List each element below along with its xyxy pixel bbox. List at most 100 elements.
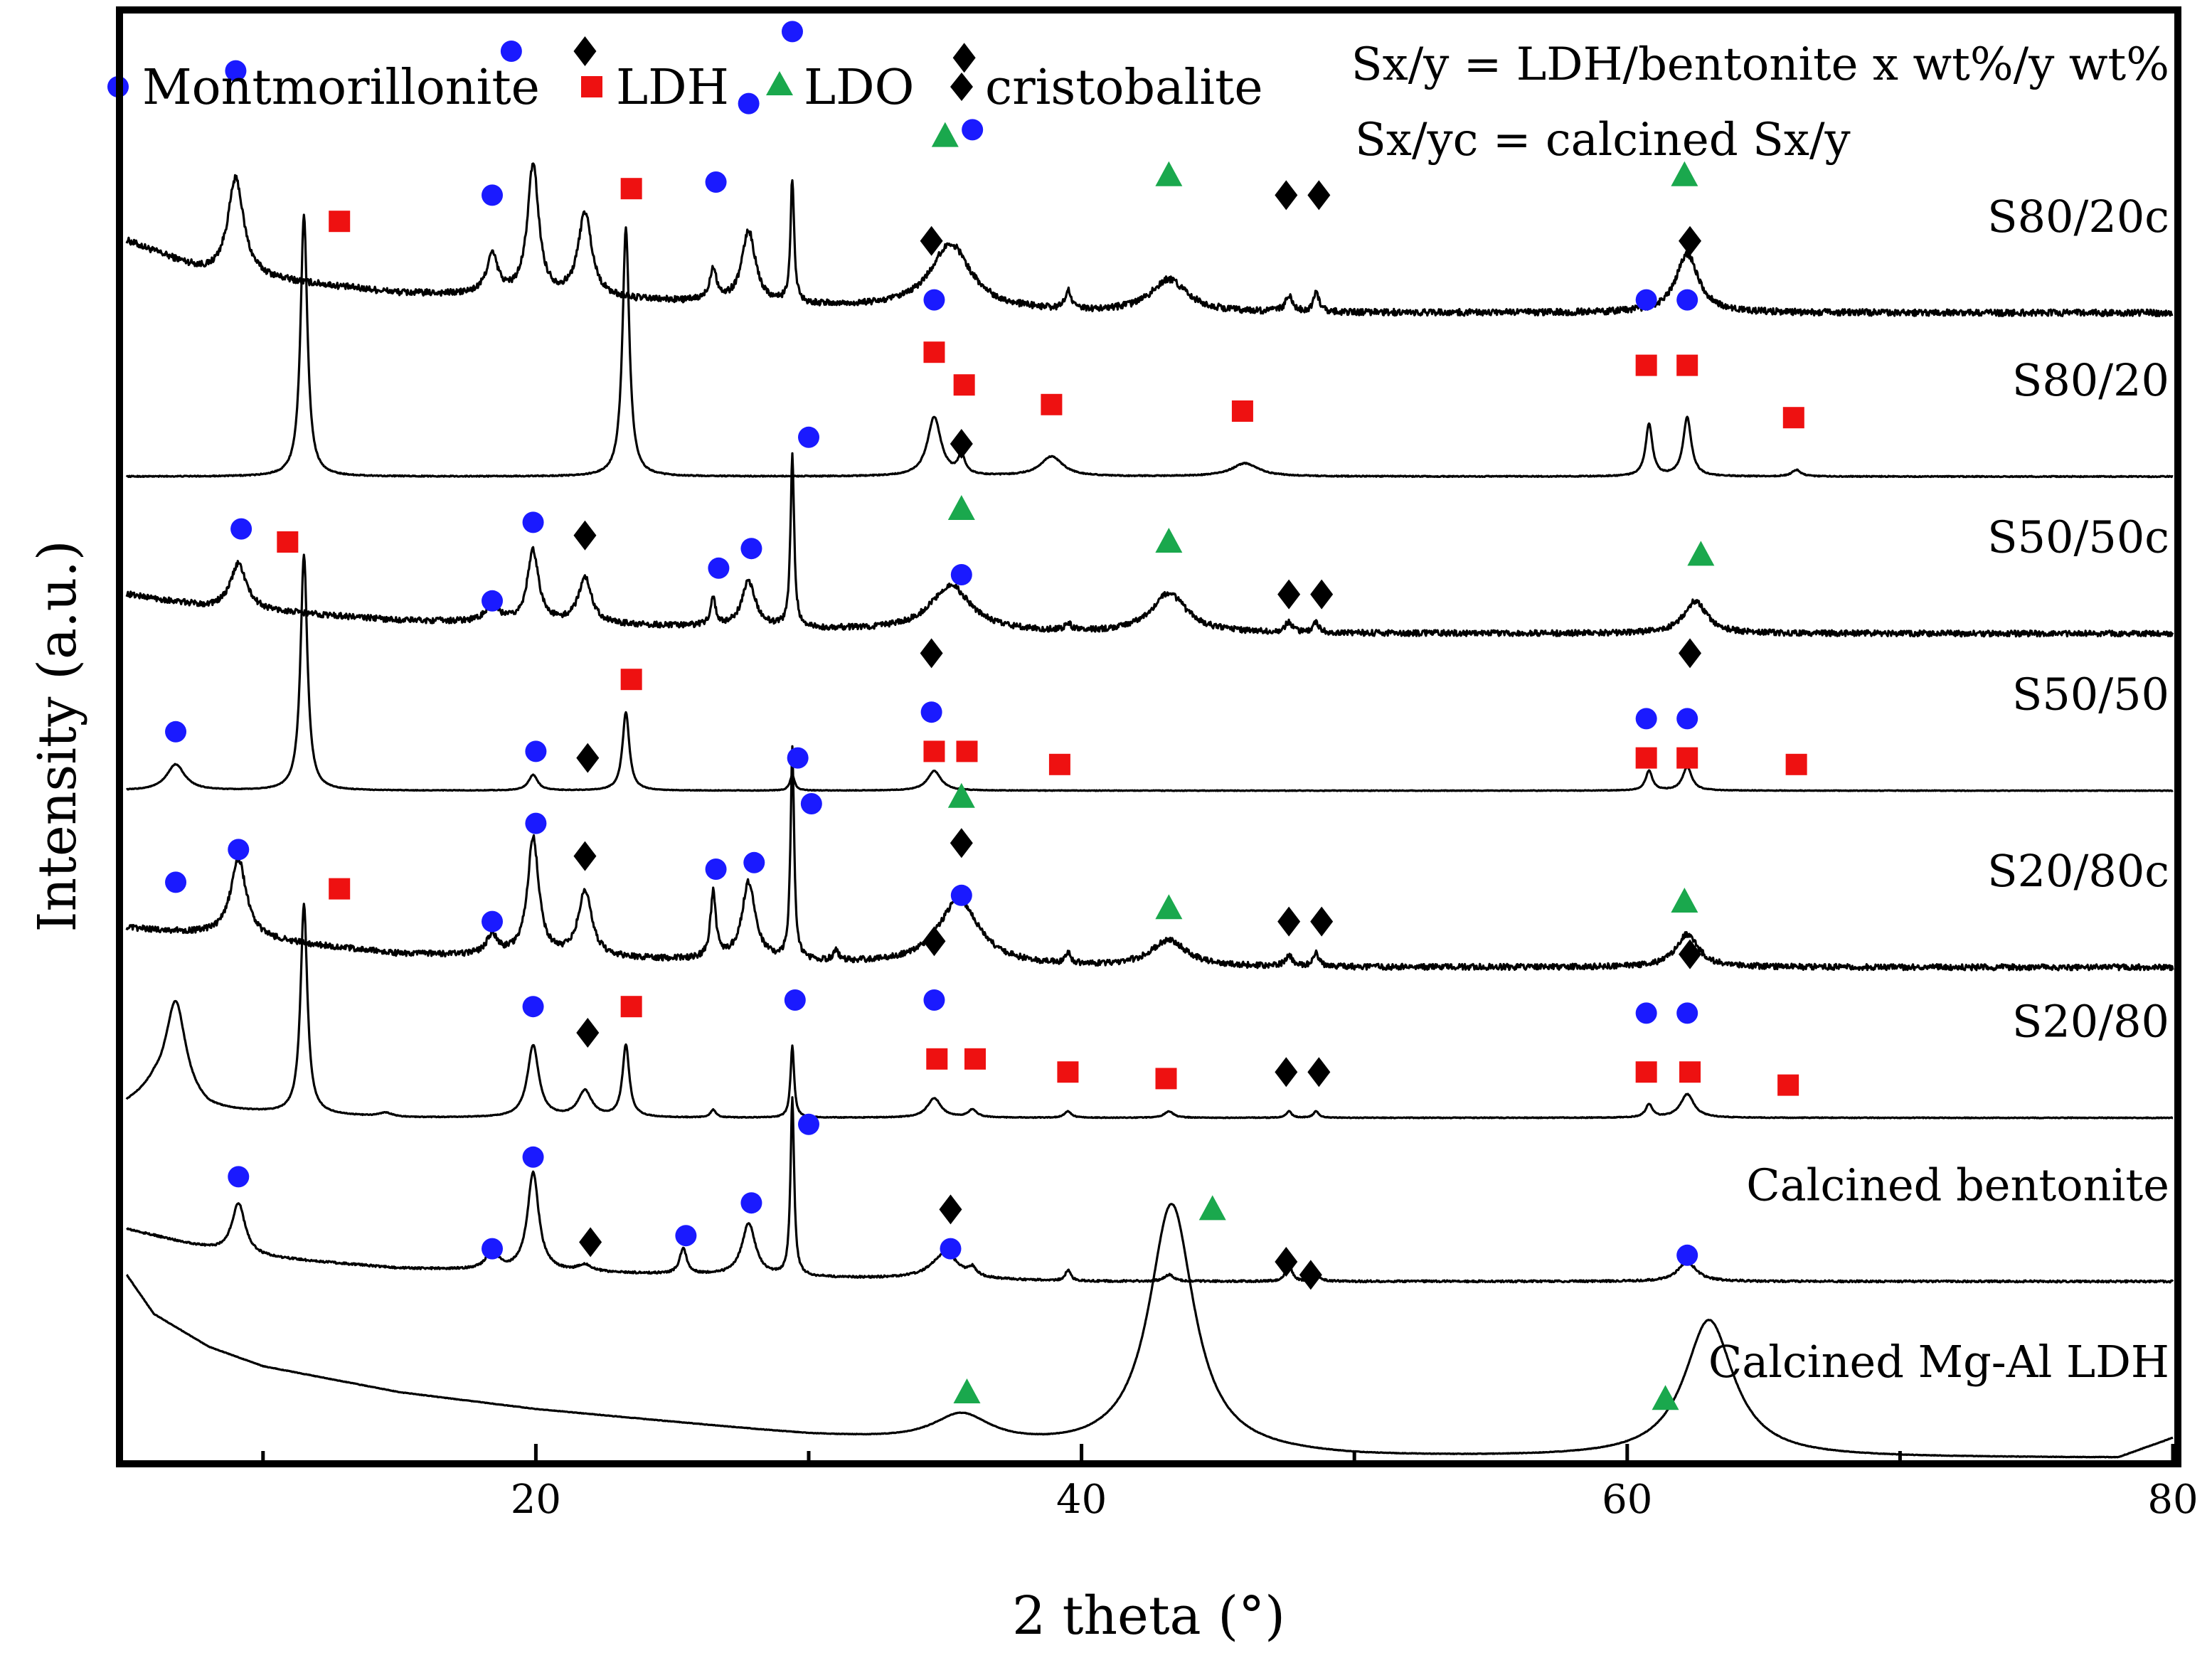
x-tick-label-20: 20	[511, 1477, 561, 1523]
legend-label-montmorillonite: Montmorillonite	[142, 60, 540, 116]
peak-marker-circle-calcined-bentonite	[675, 1225, 697, 1247]
peak-marker-diamond-s20-80	[576, 1018, 600, 1048]
peak-marker-square-s50-50	[620, 669, 642, 691]
peak-marker-square-s20-80	[1635, 1061, 1657, 1083]
peak-marker-circle-s80-20	[1676, 289, 1698, 311]
peak-marker-circle-calcined-bentonite	[522, 1146, 544, 1168]
peak-marker-square-s80-20	[953, 374, 975, 396]
peak-marker-square-s80-20	[923, 341, 945, 363]
peak-marker-triangle-calcined-mg-al-ldh	[1652, 1385, 1679, 1410]
peak-marker-circle-s50-50	[787, 747, 809, 769]
peak-marker-square-s80-20	[1782, 407, 1804, 429]
peak-marker-circle-s20-80c	[525, 812, 547, 834]
series-line-s50-50	[126, 553, 2174, 792]
peak-marker-circle-s20-80	[784, 989, 806, 1011]
peak-marker-triangle-s20-80c	[1155, 894, 1183, 920]
peak-marker-square-s50-50	[956, 740, 978, 762]
peak-marker-triangle-s50-50c	[1687, 541, 1715, 566]
peak-marker-diamond-calcined-bentonite	[1275, 1247, 1298, 1277]
peak-marker-diamond-s80-20	[920, 225, 943, 256]
peak-marker-triangle-s80-20c	[1155, 161, 1183, 186]
peak-marker-circle-calcined-bentonite	[1676, 1244, 1698, 1266]
series-label-s20-80: S20/80	[2012, 996, 2169, 1048]
peak-marker-circle-s50-50	[1676, 708, 1698, 730]
peak-marker-square-s80-20	[1041, 393, 1063, 415]
peak-marker-diamond-s80-20c	[1307, 180, 1331, 211]
x-axis-title: 2 theta (°)	[1012, 1585, 1285, 1647]
peak-marker-square-s20-80	[620, 996, 642, 1018]
peak-marker-circle-s20-80	[1676, 1002, 1698, 1024]
peak-marker-circle-s20-80	[923, 989, 945, 1011]
peak-marker-diamond-s80-20	[1679, 225, 1702, 256]
peak-marker-circle-s80-20c	[482, 184, 504, 206]
peak-marker-square-s20-80	[329, 878, 351, 900]
peak-marker-square-s20-80	[1777, 1074, 1799, 1096]
peak-marker-square-s80-20	[620, 178, 642, 200]
series-line-calcined-mg-al-ldh	[126, 1203, 2174, 1459]
x-tick-label-80: 80	[2147, 1477, 2198, 1523]
peak-marker-circle-s20-80c	[705, 859, 727, 880]
x-ticks: 20 40 60 80	[261, 1444, 2198, 1523]
series-label-s80-20: S80/20	[2012, 354, 2169, 406]
legend-marker-cristobalite	[950, 73, 973, 101]
peak-marker-circle-s80-20c	[500, 41, 522, 62]
series-label-s50-50: S50/50	[2012, 669, 2169, 721]
legend-label-ldh: LDH	[616, 60, 729, 116]
peak-marker-square-s20-80	[926, 1048, 948, 1070]
series-line-calcined-bentonite	[126, 1096, 2174, 1284]
peak-marker-circle-s50-50	[165, 721, 187, 743]
peak-marker-triangle-s20-80c	[1671, 888, 1698, 913]
peak-marker-circle-s80-20c	[225, 60, 247, 82]
peak-marker-circle-s50-50	[920, 701, 942, 723]
peak-marker-circle-s80-20c	[962, 119, 984, 141]
note-calcined-naming: Sx/yc = calcined Sx/y	[1355, 114, 1851, 166]
series-label-calcined-bentonite: Calcined bentonite	[1746, 1159, 2169, 1211]
peak-marker-circle-s50-50	[525, 740, 547, 762]
peak-marker-circle-s20-80	[165, 871, 187, 893]
peak-marker-circle-s50-50c	[482, 590, 504, 612]
series-label-layer: S80/20c S80/20 S50/50c S50/50 S20/80c S20/80 C…	[1708, 191, 2169, 1388]
peak-marker-circle-s50-50c	[740, 538, 762, 560]
legend-label-cristobalite: cristobalite	[985, 60, 1263, 116]
peak-marker-square-s20-80	[1057, 1061, 1079, 1083]
series-line-s20-80	[125, 903, 2174, 1120]
peak-marker-circle-s20-80	[1635, 1002, 1657, 1024]
peak-marker-square-s20-80	[1155, 1068, 1177, 1090]
peak-marker-circle-s50-50c	[522, 511, 544, 533]
peak-marker-circle-s20-80c	[482, 910, 504, 932]
legend-marker-ldh	[581, 76, 602, 97]
peak-marker-triangle-s80-20c	[931, 122, 959, 147]
peak-marker-circle-calcined-bentonite	[482, 1238, 504, 1260]
legend-label-ldo: LDO	[804, 60, 914, 116]
peak-marker-diamond-s80-20c	[573, 36, 597, 66]
marker-layer	[165, 21, 1807, 1410]
peak-marker-diamond-s50-50c	[1310, 579, 1334, 610]
series-label-s20-80c: S20/80c	[1987, 845, 2169, 897]
peak-marker-diamond-calcined-bentonite	[1299, 1260, 1322, 1290]
peak-marker-diamond-s20-80	[1307, 1057, 1331, 1088]
peak-marker-diamond-s50-50	[1679, 638, 1702, 669]
peak-marker-circle-s80-20c	[781, 21, 803, 43]
peak-marker-square-s20-80	[964, 1048, 986, 1070]
peak-marker-triangle-calcined-mg-al-ldh	[953, 1378, 981, 1403]
plot-frame	[116, 6, 2181, 1467]
peak-marker-circle-s80-20	[923, 289, 945, 311]
peak-marker-diamond-calcined-bentonite	[939, 1194, 962, 1225]
peak-marker-diamond-s80-20c	[952, 43, 976, 73]
y-axis-title: Intensity (a.u.)	[27, 540, 88, 932]
peak-marker-circle-calcined-bentonite	[940, 1238, 962, 1260]
peak-marker-square-s80-20	[1231, 400, 1253, 422]
peak-marker-circle-s80-20c	[705, 171, 727, 193]
series-line-s80-20c	[125, 162, 2174, 317]
peak-marker-circle-s50-50c	[708, 557, 730, 579]
peak-marker-diamond-s50-50c	[950, 429, 973, 459]
peak-marker-square-s80-20	[329, 211, 351, 233]
peak-marker-diamond-s50-50	[920, 638, 943, 669]
peak-marker-square-s80-20	[1676, 354, 1698, 376]
x-tick-label-60: 60	[1602, 1477, 1652, 1523]
peak-marker-circle-s50-50	[1635, 708, 1657, 730]
peak-marker-circle-s20-80	[522, 996, 544, 1018]
peak-marker-circle-s50-50c	[950, 564, 972, 585]
peak-marker-triangle-s20-80c	[947, 782, 975, 808]
peak-marker-triangle-s50-50c	[947, 495, 975, 520]
